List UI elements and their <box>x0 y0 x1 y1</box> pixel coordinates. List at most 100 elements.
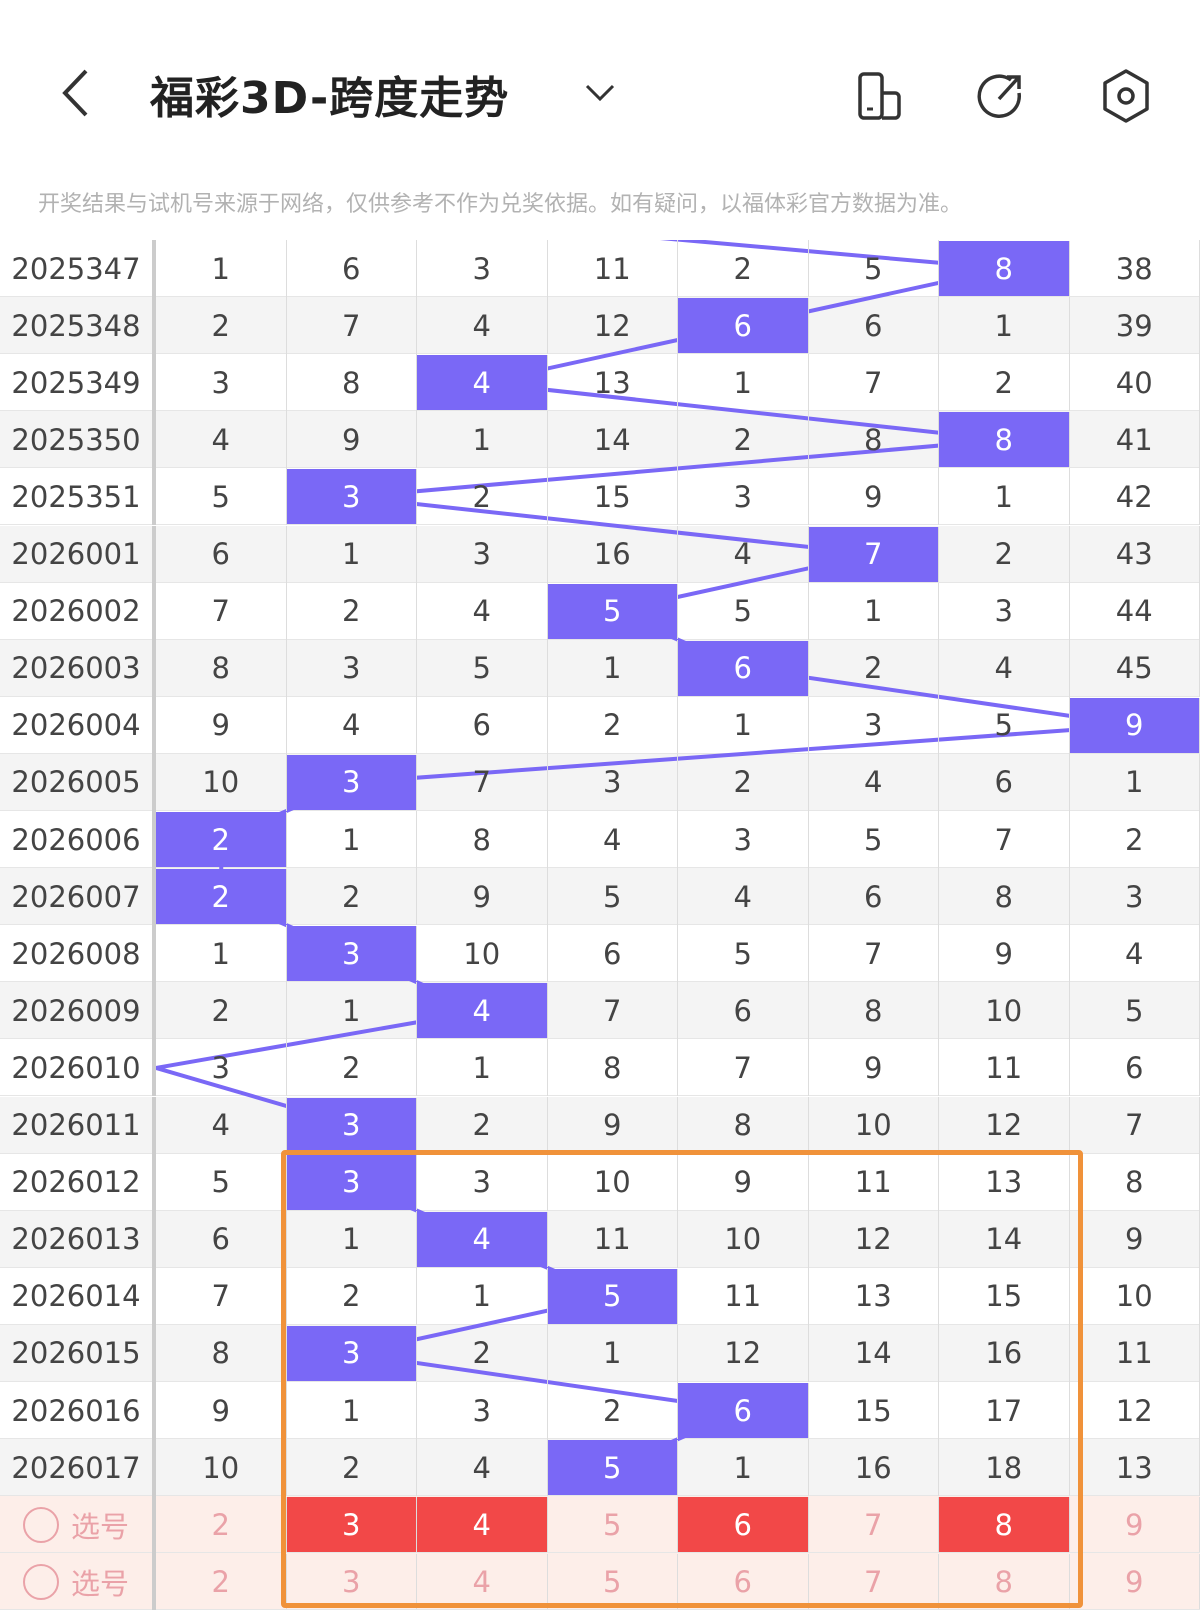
page-title[interactable]: 福彩3D-跨度走势 <box>150 73 510 124</box>
radio-circle-icon[interactable] <box>22 1506 59 1543</box>
chevron-left-icon <box>62 69 88 117</box>
select-number[interactable]: 9 <box>1070 1554 1200 1610</box>
hit-cell: 3 <box>286 1325 417 1381</box>
miss-cell: 8 <box>809 982 939 1040</box>
settings-button[interactable] <box>1096 66 1156 126</box>
miss-cell: 2 <box>417 468 548 526</box>
selected-number[interactable]: 4 <box>417 1497 548 1553</box>
share-button[interactable] <box>970 68 1030 124</box>
row-background <box>0 354 1200 412</box>
select-label: 选号 <box>70 1509 129 1544</box>
row-background <box>0 1324 1200 1382</box>
period-label: 2026001 <box>0 525 156 583</box>
select-number[interactable]: 3 <box>287 1554 417 1610</box>
miss-cell: 2 <box>939 525 1070 583</box>
select-number[interactable]: 2 <box>156 1554 287 1610</box>
miss-cell: 1 <box>548 639 678 697</box>
select-number[interactable]: 8 <box>939 1554 1070 1610</box>
miss-cell: 1 <box>156 240 287 298</box>
miss-cell: 10 <box>156 753 287 811</box>
miss-cell: 2 <box>417 1324 548 1382</box>
title-dropdown-button[interactable] <box>580 78 620 108</box>
miss-cell: 3 <box>417 1153 548 1211</box>
miss-cell: 2 <box>417 1096 548 1154</box>
miss-cell: 3 <box>1070 868 1200 926</box>
miss-cell: 6 <box>939 753 1070 811</box>
miss-cell: 13 <box>939 1153 1070 1211</box>
hit-cell: 3 <box>286 1154 417 1210</box>
miss-cell: 3 <box>809 696 939 754</box>
share-icon <box>977 74 1021 118</box>
miss-cell: 1 <box>939 297 1070 355</box>
miss-cell: 5 <box>678 925 809 983</box>
select-number[interactable]: 6 <box>678 1554 809 1610</box>
row-background <box>0 925 1200 983</box>
select-row-label[interactable]: 选号 <box>0 1496 156 1554</box>
miss-cell: 15 <box>939 1267 1070 1325</box>
miss-cell: 1 <box>678 696 809 754</box>
miss-cell: 7 <box>417 753 548 811</box>
miss-cell: 9 <box>1070 1210 1200 1268</box>
settings-icon <box>1103 69 1149 123</box>
select-number[interactable]: 5 <box>548 1554 678 1610</box>
miss-cell: 6 <box>1070 1039 1200 1097</box>
miss-cell: 9 <box>809 468 939 526</box>
miss-cell: 4 <box>287 696 417 754</box>
select-number[interactable]: 7 <box>809 1497 939 1553</box>
miss-cell: 4 <box>678 525 809 583</box>
miss-cell: 16 <box>939 1324 1070 1382</box>
miss-cell: 2 <box>156 982 287 1040</box>
select-number[interactable]: 4 <box>417 1554 548 1610</box>
hit-cell: 3 <box>286 1097 417 1153</box>
miss-cell: 6 <box>156 525 287 583</box>
miss-cell: 1 <box>678 354 809 412</box>
miss-cell: 8 <box>809 411 939 469</box>
miss-cell: 7 <box>678 1039 809 1097</box>
radio-circle-icon[interactable] <box>22 1563 59 1600</box>
miss-cell: 3 <box>417 1382 548 1440</box>
hit-cell: 5 <box>547 583 678 639</box>
miss-cell: 2 <box>287 1267 417 1325</box>
phone-layout-icon <box>858 72 901 120</box>
hit-cell: 4 <box>417 983 548 1039</box>
period-label: 2026007 <box>0 868 156 926</box>
miss-cell: 3 <box>939 582 1070 640</box>
back-button[interactable] <box>50 65 100 121</box>
selected-number[interactable]: 8 <box>939 1497 1070 1553</box>
selected-number[interactable]: 6 <box>678 1497 809 1553</box>
miss-cell: 9 <box>548 1096 678 1154</box>
row-background <box>0 982 1200 1040</box>
miss-cell: 2 <box>548 1382 678 1440</box>
select-number[interactable]: 7 <box>809 1554 939 1610</box>
select-row-label[interactable]: 选号 <box>0 1553 156 1611</box>
period-label: 2026010 <box>0 1039 156 1097</box>
miss-cell: 2 <box>1070 811 1200 869</box>
select-number[interactable]: 2 <box>156 1497 287 1553</box>
miss-cell: 10 <box>156 1439 287 1497</box>
period-label: 2025350 <box>0 411 156 469</box>
row-background <box>0 1039 1200 1097</box>
miss-cell: 5 <box>548 868 678 926</box>
miss-cell: 1 <box>287 1210 417 1268</box>
row-background <box>0 1096 1200 1154</box>
layout-button[interactable] <box>850 68 910 124</box>
select-number[interactable]: 9 <box>1070 1497 1200 1553</box>
miss-cell: 9 <box>809 1039 939 1097</box>
miss-cell: 39 <box>1070 297 1200 355</box>
miss-cell: 4 <box>417 582 548 640</box>
miss-cell: 1 <box>287 982 417 1040</box>
miss-cell: 1 <box>1070 753 1200 811</box>
miss-cell: 1 <box>287 525 417 583</box>
hit-cell: 4 <box>417 355 548 411</box>
selected-number[interactable]: 3 <box>286 1497 417 1553</box>
hit-cell: 3 <box>286 926 417 982</box>
miss-cell: 8 <box>287 354 417 412</box>
miss-cell: 14 <box>548 411 678 469</box>
select-number[interactable]: 5 <box>548 1497 678 1553</box>
miss-cell: 3 <box>548 753 678 811</box>
hit-cell: 6 <box>678 1383 809 1439</box>
select-label: 选号 <box>70 1566 129 1601</box>
hit-cell: 7 <box>808 526 939 582</box>
miss-cell: 3 <box>678 468 809 526</box>
trend-segment <box>351 437 1005 499</box>
